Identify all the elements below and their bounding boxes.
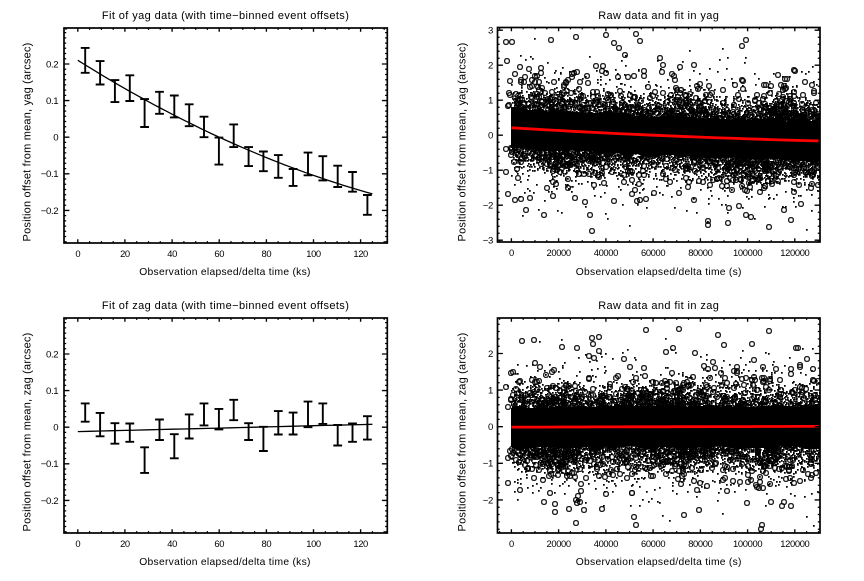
svg-text:40000: 40000 [594,247,618,258]
svg-text:120: 120 [353,248,368,259]
svg-text:−3: −3 [483,236,493,247]
svg-text:60: 60 [214,248,224,259]
svg-text:80000: 80000 [688,247,712,258]
svg-text:Position offset from mean, yag: Position offset from mean, yag (arcsec) [22,43,34,242]
svg-text:60000: 60000 [641,247,665,258]
svg-text:40: 40 [167,248,177,259]
svg-text:20000: 20000 [546,247,570,258]
svg-text:20: 20 [120,538,130,549]
svg-text:0.2: 0.2 [46,59,58,70]
svg-text:120000: 120000 [780,247,809,258]
svg-text:100000: 100000 [733,247,762,258]
svg-text:120000: 120000 [780,538,809,549]
svg-text:40000: 40000 [594,538,618,549]
svg-text:−2: −2 [483,201,493,212]
svg-text:0: 0 [75,538,80,549]
svg-text:Fit of yag data (with time−bin: Fit of yag data (with time−binned event … [102,10,349,22]
svg-text:0: 0 [75,248,80,259]
svg-text:−0.2: −0.2 [41,206,59,217]
svg-text:−0.1: −0.1 [41,169,59,180]
svg-text:−0.2: −0.2 [41,496,59,507]
svg-text:0.1: 0.1 [46,386,58,397]
svg-text:60: 60 [214,538,224,549]
svg-text:0: 0 [53,133,58,144]
svg-text:100: 100 [306,538,321,549]
svg-text:100: 100 [306,248,321,259]
svg-text:−2: −2 [483,495,493,506]
svg-text:0: 0 [488,422,493,433]
svg-text:Raw data and fit in yag: Raw data and fit in yag [598,10,719,22]
svg-text:80: 80 [261,538,271,549]
svg-text:Position offset from mean, yag: Position offset from mean, yag (arcsec) [456,43,468,242]
svg-text:0.1: 0.1 [46,96,58,107]
svg-text:−1: −1 [483,459,493,470]
svg-text:0: 0 [509,538,514,549]
svg-text:20000: 20000 [546,538,570,549]
svg-text:1: 1 [488,386,493,397]
svg-text:−1: −1 [483,166,493,177]
svg-text:−0.1: −0.1 [41,459,59,470]
svg-text:120: 120 [353,538,368,549]
svg-text:Observation elapsed/delta time: Observation elapsed/delta time (s) [576,557,742,568]
svg-text:0: 0 [488,131,493,142]
svg-text:0: 0 [53,423,58,434]
svg-text:40: 40 [167,538,177,549]
svg-text:0: 0 [509,247,514,258]
svg-text:1: 1 [488,96,493,107]
svg-text:Observation elapsed/delta time: Observation elapsed/delta time (ks) [139,557,310,568]
svg-text:Observation elapsed/delta time: Observation elapsed/delta time (ks) [139,267,310,278]
svg-text:2: 2 [488,349,493,360]
svg-text:Fit of zag data (with time−bin: Fit of zag data (with time−binned event … [102,300,349,312]
svg-text:0.2: 0.2 [46,349,58,360]
svg-text:80: 80 [261,248,271,259]
svg-text:100000: 100000 [733,538,762,549]
svg-text:60000: 60000 [641,538,665,549]
svg-text:Raw data and fit in zag: Raw data and fit in zag [598,300,719,312]
svg-text:Position offset from mean, zag: Position offset from mean, zag (arcsec) [456,333,468,532]
svg-text:2: 2 [488,61,493,72]
svg-text:20: 20 [120,248,130,259]
svg-text:Position offset from mean, zag: Position offset from mean, zag (arcsec) [22,333,34,532]
svg-text:3: 3 [488,26,493,37]
svg-text:80000: 80000 [688,538,712,549]
svg-text:Observation elapsed/delta time: Observation elapsed/delta time (s) [576,267,742,278]
